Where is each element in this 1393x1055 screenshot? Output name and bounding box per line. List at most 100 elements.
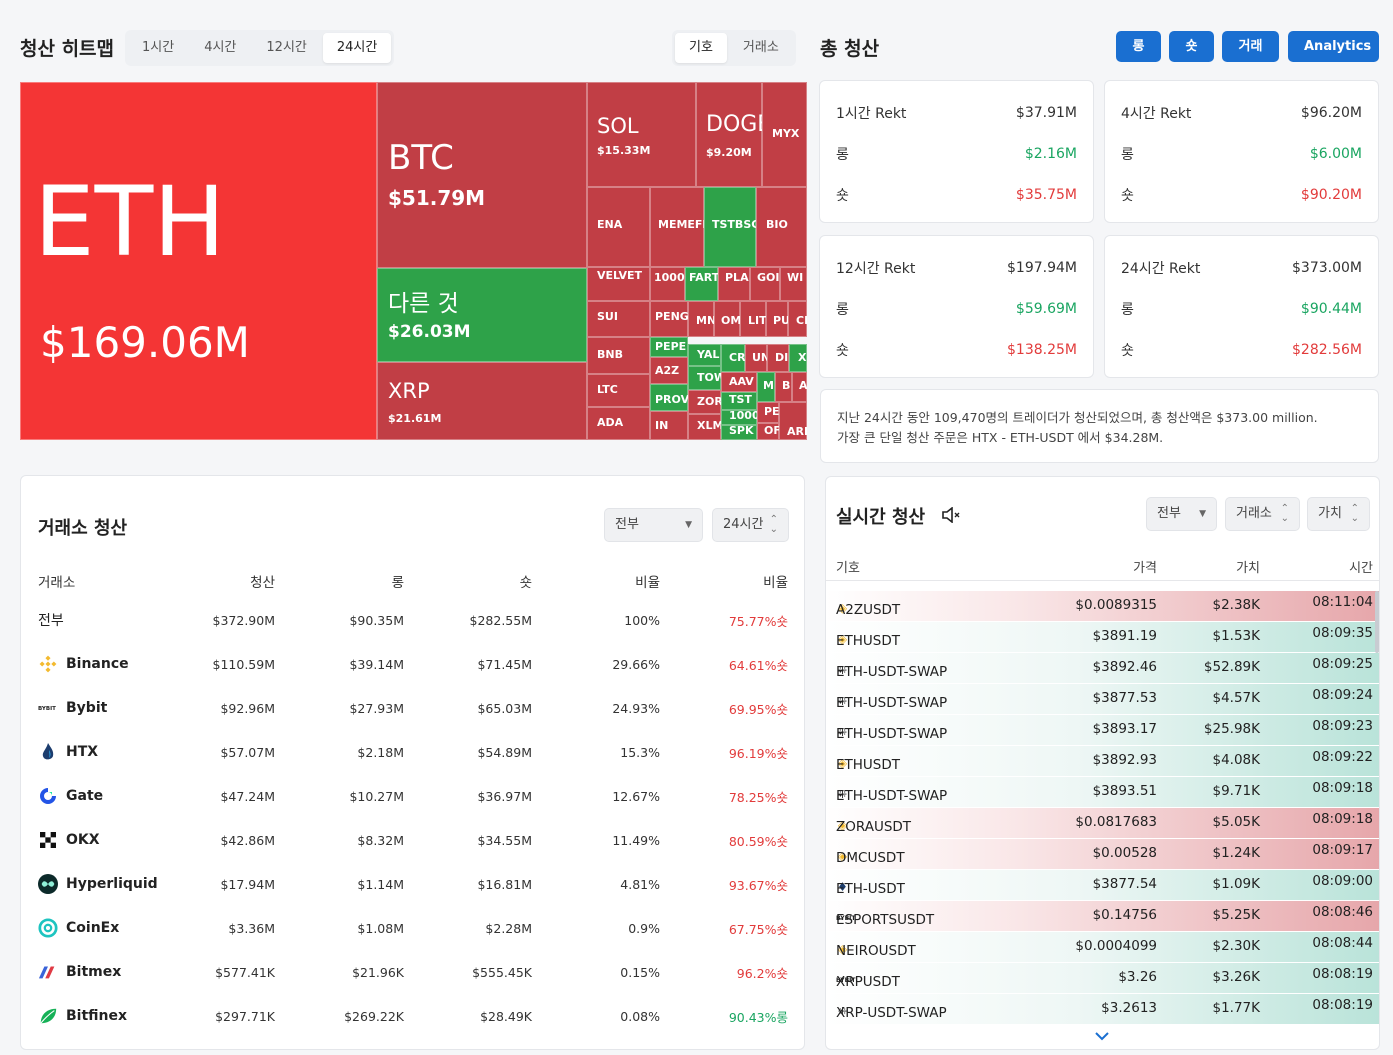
list-item[interactable]: ◈ ETHUSDT $3891.19 $1.53K 08:09:35 (826, 622, 1379, 653)
tab-4h[interactable]: 4시간 (204, 40, 237, 55)
tab-1h[interactable]: 1시간 (142, 40, 175, 55)
list-item[interactable]: ⁜ XRP-USDT-SWAP $3.2613 $1.77K 08:08:19 (826, 994, 1379, 1025)
tile-yal[interactable]: YAL (688, 344, 721, 366)
tile-xi[interactable]: XI (789, 344, 807, 372)
tile-1000-a[interactable]: 1000 (650, 267, 685, 301)
table-row[interactable]: Gate $47.24M $10.27M $36.97M 12.67% 78.2… (38, 774, 788, 818)
list-item[interactable]: ⁜ ETH-USDT-SWAP $3892.46 $52.89K 08:09:25 (826, 653, 1379, 684)
tile-pla[interactable]: PLA (718, 267, 750, 301)
tile-fart[interactable]: FART (685, 267, 718, 301)
tile-btc[interactable]: BTC $51.79M (377, 82, 587, 268)
list-item[interactable]: ♦ ETH-USDT $3877.54 $1.09K 08:09:00 (826, 870, 1379, 901)
tile-sol[interactable]: SOL $15.33M (587, 82, 696, 187)
tile-ada[interactable]: ADA (587, 407, 650, 440)
list-item[interactable]: ⁜ ETH-USDT-SWAP $3893.51 $9.71K 08:09:18 (826, 777, 1379, 808)
col-long[interactable]: 롱 (391, 575, 404, 591)
tile-bnb[interactable]: BNB (587, 337, 650, 374)
tile-ltc[interactable]: LTC (587, 374, 650, 407)
col-exchange[interactable]: 거래소 (38, 575, 76, 591)
table-row[interactable]: Bitmex $577.41K $21.96K $555.45K 0.15% 9… (38, 950, 788, 994)
analytics-button[interactable]: Analytics (1288, 31, 1379, 62)
realtime-exchange-dropdown[interactable]: 거래소 ⌃ ⌄ (1225, 497, 1300, 531)
realtime-all-dropdown[interactable]: 전부 ▼ (1146, 497, 1217, 531)
list-item[interactable]: ◈ A2ZUSDT $0.0089315 $2.38K 08:11:04 (826, 591, 1379, 622)
tile-label: FART (689, 271, 718, 284)
tab-12h[interactable]: 12시간 (266, 40, 307, 55)
col-short[interactable]: 숏 (519, 575, 532, 591)
tile-doge[interactable]: DOGE $9.20M (696, 82, 762, 187)
tile-myx[interactable]: MYX (762, 82, 807, 187)
table-row[interactable]: Binance $110.59M $39.14M $71.45M 29.66% … (38, 642, 788, 686)
table-row[interactable]: HTX $57.07M $2.18M $54.89M 15.3% 96.19%숏 (38, 730, 788, 774)
tile-pe[interactable]: PE (757, 402, 779, 423)
tile-eth[interactable]: ETH $169.06M (20, 82, 377, 440)
tile-bio[interactable]: BIO (756, 187, 807, 267)
list-item[interactable]: ◈ NEIROUSDT $0.0004099 $2.30K 08:08:44 (826, 932, 1379, 963)
long-button[interactable]: 롱 (1116, 31, 1161, 62)
list-item[interactable]: ⁜ ETH-USDT-SWAP $3893.17 $25.98K 08:09:23 (826, 715, 1379, 746)
list-item[interactable]: BYBIT ESPORTSUSDT $0.14756 $5.25K 08:08:46 (826, 901, 1379, 932)
tile-om[interactable]: OM (714, 301, 740, 337)
list-item[interactable]: BYBIT XRPUSDT $3.26 $3.26K 08:08:19 (826, 963, 1379, 994)
tile-mn[interactable]: MN (688, 301, 714, 337)
table-row[interactable]: CoinEx $3.36M $1.08M $2.28M 0.9% 67.75%숏 (38, 906, 788, 950)
tile-wi[interactable]: WI (780, 267, 807, 301)
tile-pepe[interactable]: PEPE (650, 337, 688, 357)
tile-cr[interactable]: CR (721, 344, 745, 372)
table-row[interactable]: OKX $42.86M $8.32M $34.55M 11.49% 80.59%… (38, 818, 788, 862)
list-item[interactable]: ◈ ETHUSDT $3892.93 $4.08K 08:09:22 (826, 746, 1379, 777)
list-item[interactable]: ◈ ZORAUSDT $0.0817683 $5.05K 08:09:18 (826, 808, 1379, 839)
table-row[interactable]: Hyperliquid $17.94M $1.14M $16.81M 4.81%… (38, 862, 788, 906)
tile-1000-b[interactable]: 1000 (721, 410, 757, 425)
trade-button[interactable]: 거래 (1222, 31, 1279, 62)
col-liquidation[interactable]: 청산 (250, 575, 275, 591)
tab-exchange[interactable]: 거래소 (742, 40, 779, 55)
tile-other[interactable]: 다른 것 $26.03M (377, 268, 587, 362)
sound-muted-icon[interactable] (941, 506, 961, 527)
tile-xrp[interactable]: XRP $21.61M (377, 362, 587, 440)
tile-prov[interactable]: PROV (650, 384, 688, 411)
tile-ena[interactable]: ENA (587, 187, 650, 267)
exchange-filter-dropdown[interactable]: 전부 ▼ (604, 508, 703, 542)
tab-symbol[interactable]: 기호 (675, 33, 727, 63)
short-button[interactable]: 숏 (1169, 31, 1214, 62)
tile-aav[interactable]: AAV (721, 372, 757, 392)
binance-icon: ◈ (837, 601, 848, 615)
list-item[interactable]: ◈ DMCUSDT $0.00528 $1.24K 08:09:17 (826, 839, 1379, 870)
table-row[interactable]: Bitfinex $297.71K $269.22K $28.49K 0.08%… (38, 994, 788, 1038)
tile-m[interactable]: M (757, 372, 775, 402)
tile-of[interactable]: OF (757, 423, 779, 440)
tile-a2z[interactable]: A2Z (650, 357, 688, 384)
tile-b[interactable]: B (775, 372, 792, 402)
tile-pu[interactable]: PU (766, 301, 788, 337)
tile-peng[interactable]: PENG (650, 301, 688, 337)
tile-di[interactable]: DI (767, 344, 789, 372)
tile-memefi[interactable]: MEMEFI (650, 187, 704, 267)
table-row[interactable]: BYBIT Bybit $92.96M $27.93M $65.03M 24.93… (38, 686, 788, 730)
tile-lit[interactable]: LIT (740, 301, 766, 337)
tile-goi[interactable]: GOI (750, 267, 780, 301)
tile-spk[interactable]: SPK (721, 425, 757, 440)
tile-velvet[interactable]: VELVET (587, 267, 650, 301)
scrollbar-thumb[interactable] (1375, 591, 1379, 653)
tile-zor[interactable]: ZOR (688, 390, 721, 414)
tile-tst[interactable]: TST (721, 392, 757, 410)
tile-sui[interactable]: SUI (587, 301, 650, 337)
tile-xlm[interactable]: XLM (688, 414, 721, 440)
tile-a[interactable]: A (792, 372, 807, 402)
col-ratio[interactable]: 비율 (763, 575, 788, 591)
exchange-period-dropdown[interactable]: 24시간 ⌃ ⌄ (712, 508, 789, 542)
tile-ari[interactable]: ARI (779, 402, 807, 440)
tile-in[interactable]: IN (650, 411, 688, 440)
realtime-value-dropdown[interactable]: 가치 ⌃ ⌄ (1307, 497, 1370, 531)
tab-24h[interactable]: 24시간 (322, 33, 392, 63)
chevron-down-icon[interactable] (1094, 1029, 1110, 1045)
col-share[interactable]: 비율 (635, 575, 660, 591)
list-item[interactable]: ⁜ ETH-USDT-SWAP $3877.53 $4.57K 08:09:24 (826, 684, 1379, 715)
tile-ce[interactable]: CE (788, 301, 807, 337)
table-row[interactable]: 전부 $372.90M $90.35M $282.55M 100% 75.77%… (38, 598, 788, 642)
tile-tstbsc[interactable]: TSTBSC (704, 187, 756, 267)
tile-tow[interactable]: TOW (688, 366, 721, 390)
tile-un[interactable]: UN (745, 344, 767, 372)
okx-icon: ⁜ (837, 1005, 848, 1018)
